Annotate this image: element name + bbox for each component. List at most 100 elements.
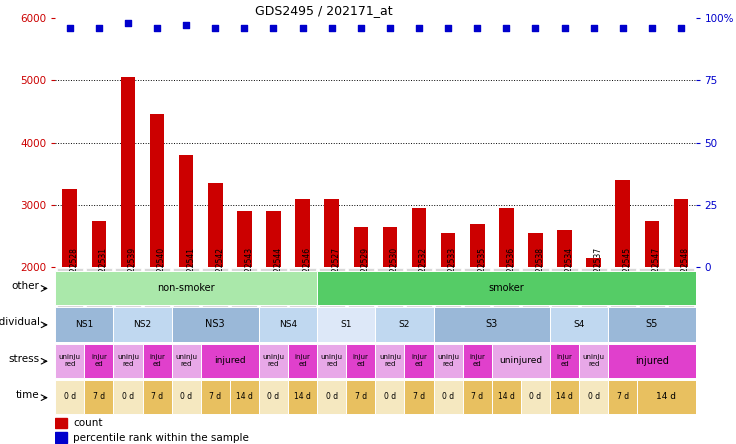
Text: GSM122538: GSM122538 bbox=[535, 247, 545, 293]
Text: injur
ed: injur ed bbox=[470, 354, 485, 367]
Text: uninju
red: uninju red bbox=[175, 354, 197, 367]
Bar bbox=[579, 344, 608, 378]
Point bbox=[471, 24, 483, 31]
Bar bbox=[587, 258, 601, 392]
Text: 14 d: 14 d bbox=[294, 392, 311, 401]
Text: GSM122536: GSM122536 bbox=[506, 247, 515, 293]
Bar bbox=[143, 380, 171, 414]
Text: uninju
red: uninju red bbox=[583, 354, 605, 367]
Point bbox=[180, 22, 192, 29]
FancyBboxPatch shape bbox=[231, 268, 258, 321]
Bar bbox=[550, 380, 579, 414]
Text: GSM122527: GSM122527 bbox=[332, 247, 341, 293]
Bar bbox=[55, 380, 85, 414]
Point bbox=[413, 24, 425, 31]
Point bbox=[559, 24, 570, 31]
Point bbox=[238, 24, 250, 31]
FancyBboxPatch shape bbox=[86, 268, 112, 321]
Text: uninju
red: uninju red bbox=[117, 354, 139, 367]
Point bbox=[297, 24, 308, 31]
FancyBboxPatch shape bbox=[347, 268, 374, 321]
Text: GSM122537: GSM122537 bbox=[594, 247, 603, 293]
Text: other: other bbox=[12, 281, 40, 291]
Text: GSM122547: GSM122547 bbox=[652, 247, 661, 293]
Text: uninjured: uninjured bbox=[499, 356, 542, 365]
Point bbox=[151, 24, 163, 31]
Text: 0 d: 0 d bbox=[122, 392, 134, 401]
Point bbox=[384, 24, 396, 31]
Text: 0 d: 0 d bbox=[529, 392, 542, 401]
Text: 7 d: 7 d bbox=[209, 392, 222, 401]
FancyBboxPatch shape bbox=[581, 268, 606, 321]
FancyBboxPatch shape bbox=[668, 268, 694, 321]
Text: 0 d: 0 d bbox=[587, 392, 600, 401]
Text: GSM122530: GSM122530 bbox=[390, 247, 399, 293]
Bar bbox=[405, 344, 434, 378]
Text: GSM122542: GSM122542 bbox=[215, 247, 224, 293]
Bar bbox=[608, 307, 696, 341]
Bar bbox=[608, 344, 696, 378]
Bar bbox=[673, 198, 688, 392]
Text: GSM122528: GSM122528 bbox=[70, 247, 79, 293]
Text: 14 d: 14 d bbox=[657, 392, 676, 401]
Bar bbox=[470, 224, 484, 392]
Text: injur
ed: injur ed bbox=[91, 354, 107, 367]
Bar bbox=[208, 183, 222, 392]
Text: 7 d: 7 d bbox=[151, 392, 163, 401]
Bar bbox=[645, 221, 659, 392]
Text: GSM122541: GSM122541 bbox=[186, 247, 195, 293]
Text: S1: S1 bbox=[341, 320, 352, 329]
Text: GSM122545: GSM122545 bbox=[623, 247, 631, 293]
Bar bbox=[375, 344, 405, 378]
Bar bbox=[171, 380, 201, 414]
FancyBboxPatch shape bbox=[609, 268, 636, 321]
Text: GSM122534: GSM122534 bbox=[565, 247, 573, 293]
Bar bbox=[113, 344, 143, 378]
Bar bbox=[63, 189, 77, 392]
Bar bbox=[237, 211, 252, 392]
Text: injur
ed: injur ed bbox=[556, 354, 573, 367]
Text: uninju
red: uninju red bbox=[321, 354, 343, 367]
Bar bbox=[317, 344, 346, 378]
Bar bbox=[91, 221, 106, 392]
Bar bbox=[150, 115, 164, 392]
Bar bbox=[557, 230, 572, 392]
Bar bbox=[492, 344, 550, 378]
FancyBboxPatch shape bbox=[551, 268, 578, 321]
Text: S4: S4 bbox=[573, 320, 585, 329]
Text: 0 d: 0 d bbox=[384, 392, 396, 401]
Text: NS4: NS4 bbox=[279, 320, 297, 329]
Bar bbox=[266, 211, 280, 392]
Point bbox=[617, 24, 629, 31]
Text: 7 d: 7 d bbox=[413, 392, 425, 401]
Bar bbox=[121, 77, 135, 392]
Point bbox=[268, 24, 280, 31]
Text: 0 d: 0 d bbox=[325, 392, 338, 401]
Point bbox=[122, 19, 134, 26]
Text: uninju
red: uninju red bbox=[59, 354, 81, 367]
Bar bbox=[405, 380, 434, 414]
Bar bbox=[353, 227, 368, 392]
Text: 7 d: 7 d bbox=[617, 392, 629, 401]
Bar bbox=[179, 155, 194, 392]
Text: S2: S2 bbox=[399, 320, 410, 329]
Bar bbox=[615, 180, 630, 392]
Text: uninju
red: uninju red bbox=[263, 354, 285, 367]
Bar bbox=[434, 307, 550, 341]
Bar bbox=[143, 344, 171, 378]
Text: GSM122535: GSM122535 bbox=[477, 247, 486, 293]
Text: injur
ed: injur ed bbox=[149, 354, 165, 367]
Text: 0 d: 0 d bbox=[180, 392, 192, 401]
Point bbox=[355, 24, 367, 31]
Bar bbox=[492, 380, 521, 414]
Text: individual: individual bbox=[0, 317, 40, 327]
FancyBboxPatch shape bbox=[115, 268, 141, 321]
Text: non-smoker: non-smoker bbox=[158, 283, 215, 293]
Point bbox=[500, 24, 512, 31]
FancyBboxPatch shape bbox=[144, 268, 170, 321]
Bar bbox=[637, 380, 696, 414]
Point bbox=[675, 24, 687, 31]
Bar bbox=[411, 208, 426, 392]
Text: 14 d: 14 d bbox=[498, 392, 514, 401]
Bar bbox=[346, 344, 375, 378]
